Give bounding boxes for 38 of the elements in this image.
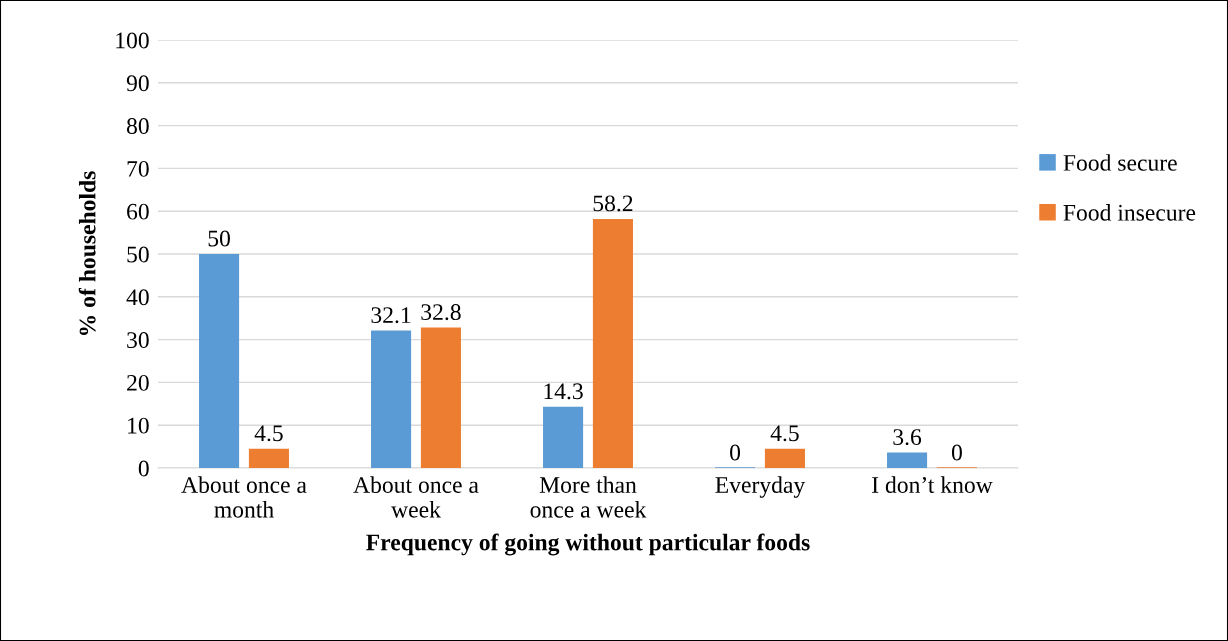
data-label: 32.8 — [421, 304, 461, 321]
y-tick-label: 20 — [127, 374, 149, 391]
x-tick-label: About once a week — [353, 476, 479, 518]
bar — [764, 448, 805, 468]
x-tick-label: I don’t know — [872, 476, 993, 493]
y-tick-label: 30 — [127, 332, 149, 349]
bar — [543, 406, 584, 468]
bar — [887, 452, 928, 468]
data-label: 3.6 — [893, 429, 922, 446]
bar — [371, 330, 412, 468]
y-tick-label: 70 — [127, 160, 149, 177]
x-axis-title: Frequency of going without particular foods — [366, 533, 810, 556]
data-label: 4.5 — [770, 425, 799, 442]
data-label: 50 — [208, 230, 230, 247]
x-tick-label: About once a month — [181, 476, 307, 518]
y-tick-label: 40 — [126, 289, 149, 306]
y-axis-title: % of households — [78, 171, 96, 335]
x-tick-label: Everyday — [715, 476, 806, 498]
legend-label: Food insecure — [1063, 204, 1196, 221]
data-label: 4.5 — [254, 425, 283, 442]
bar — [199, 254, 240, 468]
data-label: 32.1 — [371, 307, 411, 324]
bar — [248, 448, 289, 468]
y-tick-label: 0 — [138, 460, 149, 477]
bar — [592, 218, 633, 468]
data-label: 0 — [951, 444, 962, 461]
data-label: 58.2 — [593, 195, 633, 212]
x-tick-label: More than once a week — [530, 476, 647, 518]
y-tick-label: 90 — [126, 75, 149, 92]
y-tick-label: 50 — [127, 246, 149, 263]
bar — [420, 327, 461, 468]
y-tick-label: 10 — [128, 417, 149, 434]
data-label: 0 — [730, 444, 741, 461]
y-tick-label: 100 — [116, 32, 149, 49]
data-label: 14.3 — [544, 383, 583, 400]
legend-label: Food secure — [1063, 154, 1177, 171]
y-tick-label: 60 — [127, 203, 149, 220]
y-tick-label: 80 — [126, 118, 149, 135]
